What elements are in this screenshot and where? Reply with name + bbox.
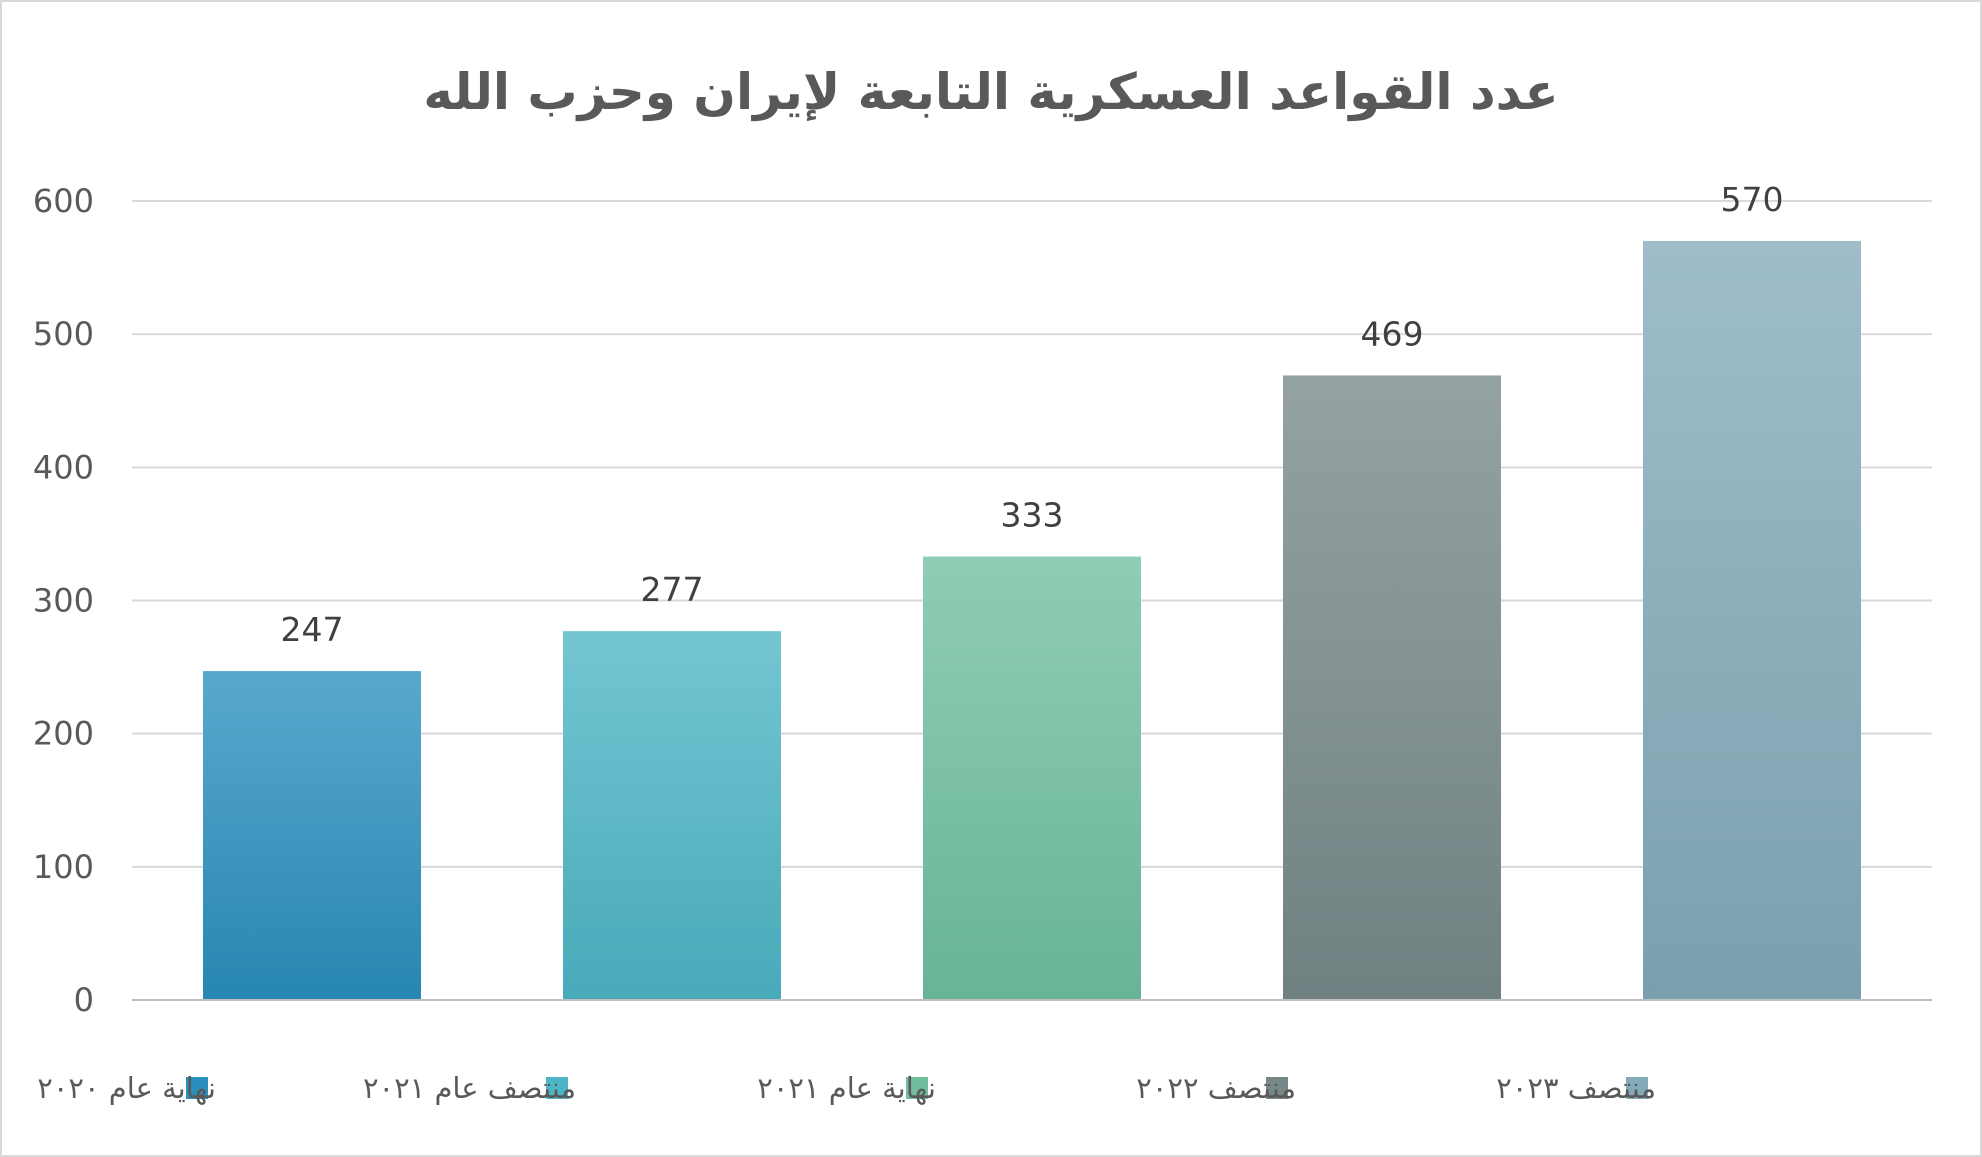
legend-swatch: [186, 1077, 208, 1099]
legend-swatch: [1626, 1077, 1648, 1099]
chart-title: عدد القواعد العسكرية التابعة لإيران وحزب…: [423, 63, 1558, 122]
legend-label: منتصف عام ٢٠٢١: [363, 1071, 576, 1105]
y-tick-label: 500: [33, 315, 94, 353]
y-tick-label: 400: [33, 448, 94, 486]
y-tick-label: 300: [33, 582, 94, 620]
bar: [563, 631, 781, 1000]
bar: [1283, 375, 1501, 1000]
bar: [1643, 240, 1861, 1000]
y-tick-label: 0: [74, 981, 94, 1019]
data-labels: 247 277 333 469 570: [281, 180, 1784, 649]
legend: نهاية عام ٢٠٢٠ منتصف عام ٢٠٢١ نهاية عام ٢٠…: [37, 1071, 1656, 1105]
data-label: 277: [641, 570, 704, 609]
legend-swatch: [546, 1077, 568, 1099]
data-label: 469: [1361, 314, 1424, 353]
legend-label: نهاية عام ٢٠٢١: [757, 1071, 936, 1105]
data-label: 570: [1721, 180, 1784, 219]
bar: [203, 671, 421, 1000]
y-tick-label: 100: [33, 848, 94, 886]
legend-item: منتصف عام ٢٠٢١: [363, 1071, 576, 1105]
data-label: 247: [281, 610, 344, 649]
y-tick-label: 600: [33, 182, 94, 220]
legend-swatch: [1266, 1077, 1288, 1099]
legend-item: منتصف ٢٠٢٢: [1136, 1071, 1296, 1105]
legend-label: منتصف ٢٠٢٢: [1136, 1071, 1296, 1105]
bars: [203, 240, 1861, 1000]
legend-item: نهاية عام ٢٠٢٠: [37, 1071, 216, 1105]
y-tick-label: 200: [33, 715, 94, 753]
legend-label: منتصف ٢٠٢٣: [1496, 1071, 1656, 1105]
bar: [923, 556, 1141, 1000]
legend-item: نهاية عام ٢٠٢١: [757, 1071, 936, 1105]
data-label: 333: [1001, 496, 1064, 535]
y-axis-ticks: 0 100 200 300 400 500 600: [33, 182, 94, 1019]
legend-swatch: [906, 1077, 928, 1099]
legend-label: نهاية عام ٢٠٢٠: [37, 1071, 216, 1105]
legend-item: منتصف ٢٠٢٣: [1496, 1071, 1656, 1105]
